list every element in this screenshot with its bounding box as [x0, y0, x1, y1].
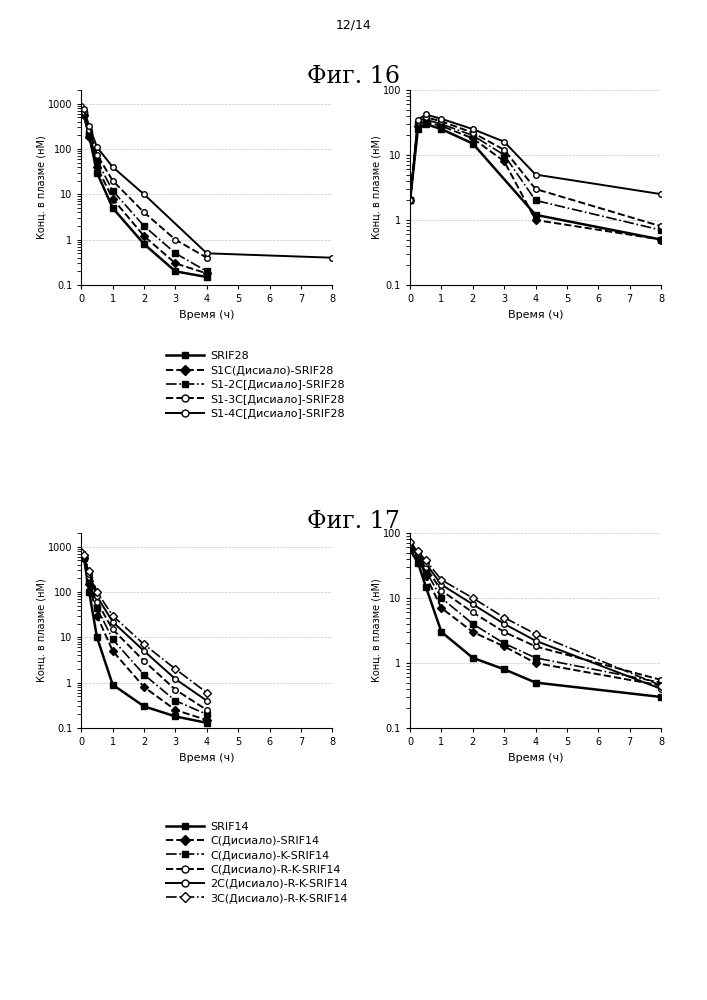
Y-axis label: Конц. в плазме (нМ): Конц. в плазме (нМ) [36, 579, 47, 682]
Y-axis label: Конц. в плазме (нМ): Конц. в плазме (нМ) [36, 136, 47, 239]
Y-axis label: Конц. в плазме (нМ): Конц. в плазме (нМ) [371, 136, 381, 239]
Legend: SRIF14, C(Дисиало)-SRIF14, C(Дисиало)-K-SRIF14, C(Дисиало)-R-K-SRIF14, 2C(Дисиал: SRIF14, C(Дисиало)-SRIF14, C(Дисиало)-K-… [161, 817, 352, 908]
X-axis label: Время (ч): Время (ч) [508, 310, 563, 320]
X-axis label: Время (ч): Время (ч) [179, 310, 235, 320]
Y-axis label: Конц. в плазме (нМ): Конц. в плазме (нМ) [371, 579, 381, 682]
X-axis label: Время (ч): Время (ч) [179, 753, 235, 763]
Text: Фиг. 16: Фиг. 16 [307, 65, 400, 88]
X-axis label: Время (ч): Время (ч) [508, 753, 563, 763]
Text: Фиг. 17: Фиг. 17 [307, 510, 400, 533]
Text: 12/14: 12/14 [336, 18, 371, 31]
Legend: SRIF28, S1C(Дисиало)-SRIF28, S1-2C[Дисиало]-SRIF28, S1-3C[Дисиало]-SRIF28, S1-4C: SRIF28, S1C(Дисиало)-SRIF28, S1-2C[Дисиа… [161, 347, 349, 423]
